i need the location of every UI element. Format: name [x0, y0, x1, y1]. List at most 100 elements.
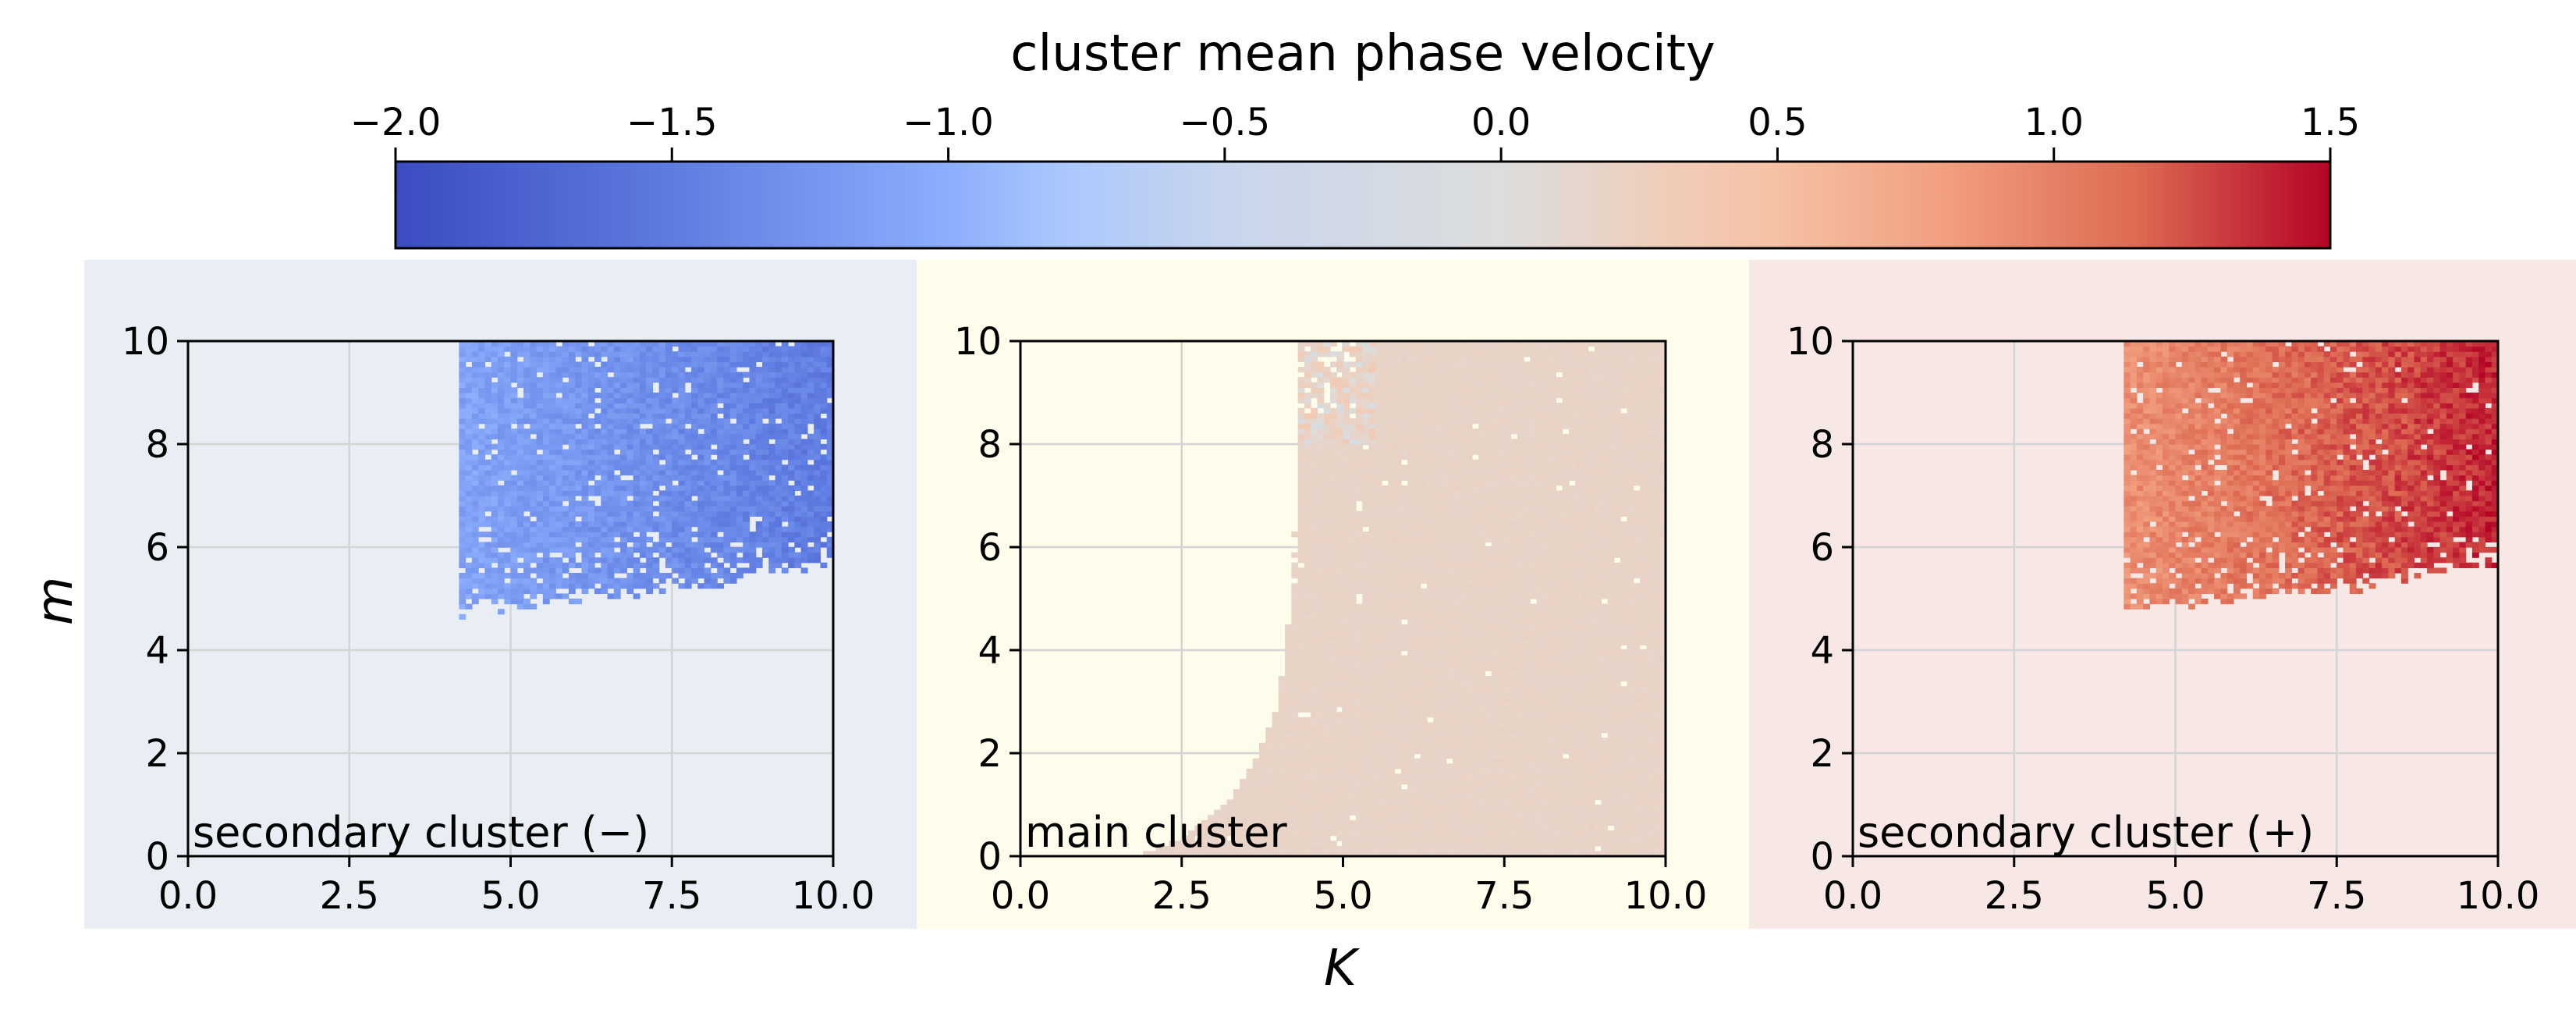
heatmap-cell: [555, 475, 563, 481]
heatmap-cell: [568, 372, 576, 378]
heatmap-cell: [710, 393, 718, 399]
heatmap-cell: [1311, 372, 1318, 378]
heatmap-cell: [729, 496, 737, 502]
heatmap-cell: [1285, 794, 1292, 800]
heatmap-cell: [1317, 485, 1325, 491]
heatmap-cell: [1272, 727, 1279, 734]
heatmap-cell: [587, 459, 595, 465]
heatmap-cell: [704, 361, 711, 368]
heatmap-cell: [1220, 851, 1228, 857]
heatmap-cell: [1375, 624, 1382, 631]
heatmap-cell: [1278, 732, 1286, 738]
heatmap-cell: [1304, 567, 1311, 574]
heatmap-cell: [1317, 794, 1325, 800]
heatmap-cell: [1414, 629, 1421, 635]
heatmap-cell: [491, 599, 499, 605]
heatmap-cell: [613, 480, 621, 486]
heatmap-cell: [717, 449, 725, 455]
heatmap-cell: [613, 387, 621, 393]
heatmap-cell: [1246, 773, 1254, 780]
heatmap-cell: [1362, 763, 1370, 770]
heatmap-cell: [704, 341, 711, 347]
heatmap-cell: [504, 372, 512, 378]
heatmap-cell: [723, 372, 731, 378]
heatmap-cell: [1297, 825, 1305, 831]
heatmap-cell: [1368, 696, 1376, 702]
heatmap-cell: [1427, 645, 1434, 651]
heatmap-cell: [1252, 819, 1260, 826]
heatmap-cell: [594, 444, 601, 450]
heatmap-cell: [794, 393, 802, 399]
heatmap-cell: [1297, 645, 1305, 651]
heatmap-cell: [768, 506, 776, 512]
heatmap-cell: [1400, 356, 1408, 362]
heatmap-cell: [471, 413, 479, 419]
heatmap-cell: [1375, 346, 1382, 352]
heatmap-cell: [1272, 825, 1279, 831]
heatmap-cell: [1407, 603, 1415, 610]
heatmap-cell: [691, 407, 698, 414]
heatmap-cell: [516, 506, 524, 512]
heatmap-cell: [471, 346, 479, 352]
heatmap-cell: [736, 485, 743, 491]
heatmap-cell: [1297, 603, 1305, 610]
heatmap-cell: [1407, 742, 1415, 748]
heatmap-cell: [646, 377, 654, 383]
heatmap-cell: [794, 500, 802, 507]
heatmap-cell: [504, 521, 512, 528]
heatmap-cell: [691, 557, 698, 563]
heatmap-cell: [1414, 603, 1421, 610]
heatmap-cell: [1407, 526, 1415, 532]
heatmap-cell: [678, 393, 686, 399]
heatmap-cell: [1420, 536, 1428, 542]
colorbar-tick-label: −1.0: [903, 101, 994, 144]
heatmap-cell: [497, 485, 505, 491]
heatmap-cell: [1258, 815, 1266, 821]
heatmap-cell: [1317, 702, 1325, 708]
heatmap-cell: [568, 557, 576, 563]
heatmap-cell: [555, 480, 563, 486]
heatmap-cell: [1329, 809, 1337, 816]
heatmap-cell: [601, 428, 609, 435]
heatmap-cell: [530, 480, 538, 486]
heatmap-cell: [1368, 835, 1376, 841]
heatmap-cell: [807, 341, 814, 347]
heatmap-cell: [620, 464, 627, 471]
heatmap-cell: [1304, 665, 1311, 671]
heatmap-cell: [1291, 624, 1299, 631]
heatmap-cell: [601, 567, 609, 574]
heatmap-cell: [743, 413, 750, 419]
heatmap-cell: [1317, 613, 1325, 620]
heatmap-cell: [1414, 773, 1421, 780]
heatmap-cell: [530, 367, 538, 373]
heatmap-cell: [1258, 753, 1266, 759]
heatmap-cell: [814, 428, 821, 435]
heatmap-cell: [484, 459, 492, 465]
heatmap-cell: [1317, 521, 1325, 528]
heatmap-cell: [594, 542, 601, 548]
heatmap-cell: [672, 372, 679, 378]
heatmap-cell: [1329, 799, 1337, 805]
heatmap-cell: [1407, 613, 1415, 620]
heatmap-cell: [536, 490, 544, 496]
heatmap-cell: [814, 464, 821, 471]
heatmap-cell: [633, 433, 640, 439]
heatmap-cell: [723, 454, 731, 460]
heatmap-cell: [1420, 372, 1428, 378]
heatmap-cell: [581, 506, 589, 512]
heatmap-cell: [1336, 485, 1344, 491]
heatmap-cell: [652, 562, 660, 568]
heatmap-cell: [672, 382, 679, 388]
heatmap-cell: [749, 552, 757, 558]
heatmap-cell: [1297, 449, 1305, 455]
heatmap-cell: [1382, 542, 1389, 548]
heatmap-cell: [710, 578, 718, 584]
heatmap-cell: [1297, 609, 1305, 615]
heatmap-cell: [788, 506, 795, 512]
heatmap-cell: [749, 428, 757, 435]
heatmap-cell: [1388, 748, 1396, 754]
heatmap-cell: [1317, 645, 1325, 651]
heatmap-cell: [1414, 449, 1421, 455]
heatmap-cell: [1258, 830, 1266, 837]
heatmap-cell: [678, 433, 686, 439]
